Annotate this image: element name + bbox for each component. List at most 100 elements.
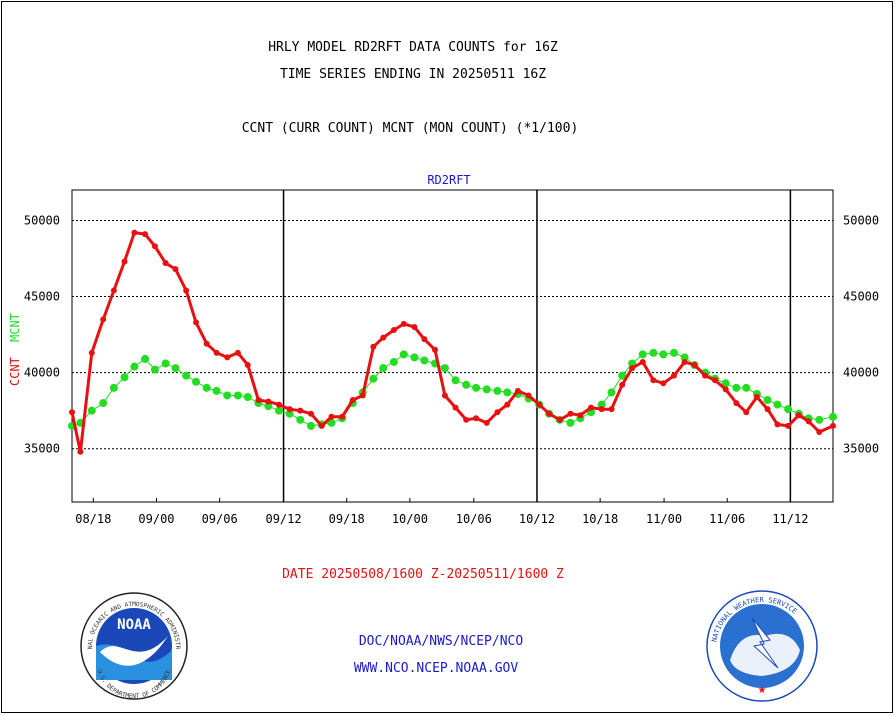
ccnt-point (69, 409, 75, 416)
mcnt-point (223, 391, 232, 400)
ccnt-point (785, 422, 792, 429)
series-line-mcnt (71, 352, 834, 427)
ccnt-point (473, 415, 480, 422)
mcnt-point (212, 386, 221, 395)
ccnt-point (121, 258, 128, 265)
ccnt-point (608, 406, 615, 413)
ccnt-point (431, 346, 438, 353)
mcnt-point (472, 383, 481, 392)
xtick-label: 10/00 (392, 512, 428, 526)
ytick-label-right: 45000 (843, 290, 879, 304)
ccnt-point (830, 422, 836, 429)
mcnt-point (680, 353, 689, 362)
mcnt-point (192, 377, 201, 386)
mcnt-point (493, 386, 502, 395)
ccnt-point (359, 392, 366, 399)
mcnt-point (399, 350, 408, 359)
ccnt-point (390, 327, 397, 334)
xtick-label: 10/06 (456, 512, 492, 526)
ccnt-point (567, 410, 574, 417)
ccnt-point (816, 428, 823, 435)
mcnt-point (87, 406, 96, 415)
mcnt-point (264, 402, 273, 411)
nws-logo: NATIONAL WEATHER SERVICE ★ (706, 590, 818, 702)
ylabel-ccnt: CCNT (8, 357, 22, 386)
ccnt-point (400, 320, 407, 327)
link-nco-website[interactable]: WWW.NCO.NCEP.NOAA.GOV (354, 661, 519, 676)
xtick-label: 09/06 (202, 512, 238, 526)
ccnt-point (162, 260, 169, 267)
mcnt-point (669, 348, 678, 357)
ccnt-point (733, 400, 740, 407)
mcnt-point (161, 359, 170, 368)
ccnt-point (172, 266, 179, 273)
ccnt-point (307, 410, 314, 417)
ccnt-point (619, 381, 626, 388)
mcnt-point (243, 392, 252, 401)
ccnt-point (722, 386, 729, 393)
ccnt-point (193, 319, 200, 326)
ccnt-point (370, 343, 377, 350)
ccnt-point (494, 409, 501, 416)
ytick-label-right: 35000 (843, 442, 879, 456)
ccnt-point (203, 340, 210, 347)
ccnt-point (339, 413, 346, 420)
noaa-logo-text: NOAA (117, 617, 151, 633)
mcnt-point (784, 405, 793, 414)
mcnt-point (420, 356, 429, 365)
ccnt-point (577, 412, 584, 419)
xtick-label: 08/18 (75, 512, 111, 526)
mcnt-point (829, 412, 837, 421)
y-ticks: 35000 35000 40000 40000 45000 45000 50000 50000 (24, 213, 879, 455)
ccnt-point (318, 422, 325, 429)
xtick-label: 11/06 (709, 512, 745, 526)
ccnt-point (297, 407, 304, 414)
mcnt-point (649, 348, 658, 357)
ccnt-point (349, 397, 356, 404)
ytick-label-right: 50000 (843, 213, 879, 227)
ccnt-point (805, 418, 812, 425)
mcnt-point (182, 371, 191, 380)
mcnt-point (659, 350, 668, 359)
ccnt-point (275, 401, 282, 408)
xtick-label: 10/18 (582, 512, 618, 526)
series-layer (68, 229, 837, 455)
xtick-label: 09/18 (329, 512, 365, 526)
ccnt-point (712, 377, 719, 384)
nws-star-icon: ★ (758, 685, 767, 696)
mcnt-point (440, 364, 449, 373)
x-ticks: 08/18 09/00 09/06 09/12 09/18 10/00 10/06 10/12… (75, 498, 808, 526)
ytick-label-left: 35000 (24, 442, 60, 456)
ccnt-point (380, 334, 387, 341)
mcnt-point (742, 383, 751, 392)
ytick-label-left: 45000 (24, 290, 60, 304)
ccnt-point (753, 393, 760, 400)
ccnt-point (255, 397, 262, 404)
link-doc-noaa[interactable]: DOC/NOAA/NWS/NCEP/NCO (359, 634, 524, 649)
noaa-ring-text: NATIONAL OCEANIC AND ATMOSPHERIC ADMINIS… (0, 0, 181, 650)
title-line-1: HRLY MODEL RD2RFT DATA COUNTS for 16Z (268, 40, 558, 55)
mcnt-point (566, 418, 575, 427)
grid-layer (72, 219, 833, 450)
ccnt-point (588, 404, 595, 411)
mcnt-point (327, 418, 336, 427)
ccnt-point (670, 372, 677, 379)
ccnt-point (639, 358, 646, 365)
xtick-label: 10/12 (519, 512, 555, 526)
ccnt-point (743, 409, 750, 416)
mcnt-point (410, 353, 419, 362)
ccnt-point (183, 287, 190, 294)
mcnt-point (120, 373, 129, 382)
xtick-label: 09/00 (138, 512, 174, 526)
mcnt-point (638, 350, 647, 359)
ylabel-mcnt: MCNT (8, 313, 22, 342)
ccnt-point (100, 316, 107, 323)
mcnt-point (130, 362, 139, 371)
ccnt-point (795, 412, 802, 419)
mcnt-point (773, 400, 782, 409)
chart-title: RD2RFT (427, 173, 470, 187)
ccnt-point (546, 410, 553, 417)
ccnt-point (151, 243, 158, 250)
mcnt-point (815, 415, 824, 424)
xtick-label: 11/12 (772, 512, 808, 526)
